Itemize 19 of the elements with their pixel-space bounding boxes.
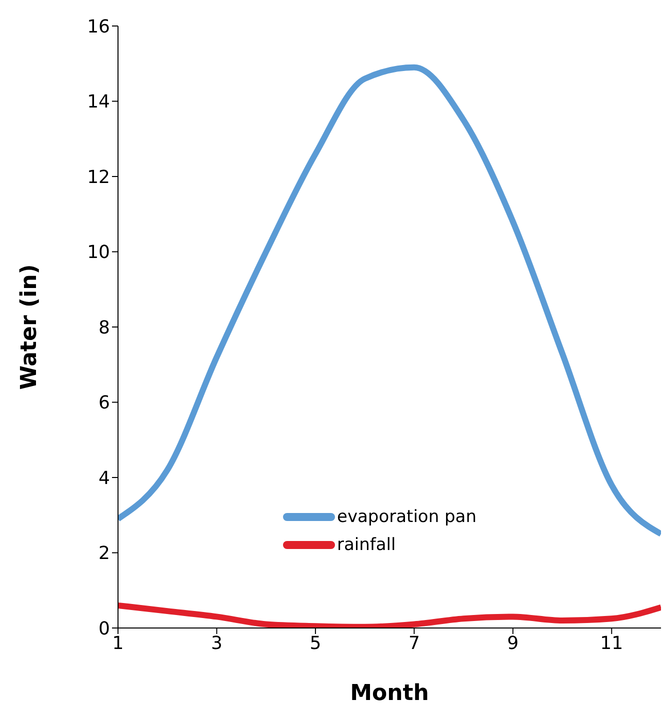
x-tick-label: 1 [112,632,124,654]
legend-label: rainfall [337,535,396,555]
y-tick-label: 16 [87,16,110,38]
y-tick-label: 6 [98,392,110,414]
y-tick-label: 10 [87,242,110,264]
y-tick-label: 2 [98,543,110,564]
y-tick-label: 14 [87,92,110,113]
y-tick-label: 8 [98,317,110,338]
x-axis-title: Month [350,681,429,706]
y-axis-title: Water (in) [16,264,42,390]
x-tick-label: 3 [211,632,222,654]
x-tick-label: 7 [408,632,420,654]
x-tick-label: 11 [600,632,624,654]
legend-label: evaporation pan [337,507,476,527]
y-tick-label: 4 [98,468,110,489]
y-tick-label: 0 [98,618,110,640]
x-tick-label: 5 [310,632,322,654]
x-tick-label: 9 [507,632,519,654]
y-tick-label: 12 [87,166,110,188]
